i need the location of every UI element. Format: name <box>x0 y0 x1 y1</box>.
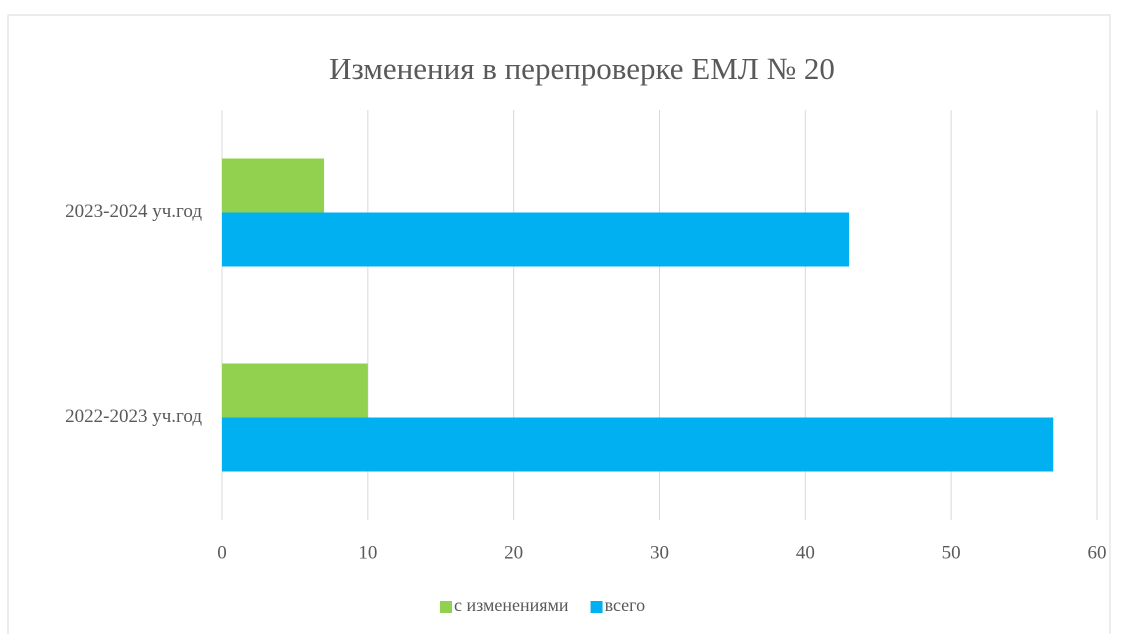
x-tick-label: 10 <box>358 542 377 563</box>
legend-label: с изменениями <box>454 595 569 615</box>
bar <box>222 363 368 418</box>
x-tick-label: 40 <box>796 542 815 563</box>
bar <box>222 158 325 213</box>
legend-swatch <box>590 601 603 613</box>
bar <box>222 212 850 267</box>
bar <box>222 417 1054 472</box>
y-tick-label: 2023-2024 уч.год <box>65 201 202 222</box>
legend-label: всего <box>605 595 646 615</box>
legend-swatch <box>440 601 452 613</box>
x-tick-label: 20 <box>504 542 523 563</box>
chart-frame <box>7 14 1111 634</box>
x-tick-label: 60 <box>1088 542 1107 563</box>
x-tick-label: 50 <box>942 542 961 563</box>
x-tick-label: 30 <box>650 542 669 563</box>
chart-title: Изменения в перепроверке ЕМЛ № 20 <box>329 51 835 86</box>
x-tick-label: 0 <box>217 542 227 563</box>
y-tick-label: 2022-2023 уч.год <box>65 406 202 427</box>
